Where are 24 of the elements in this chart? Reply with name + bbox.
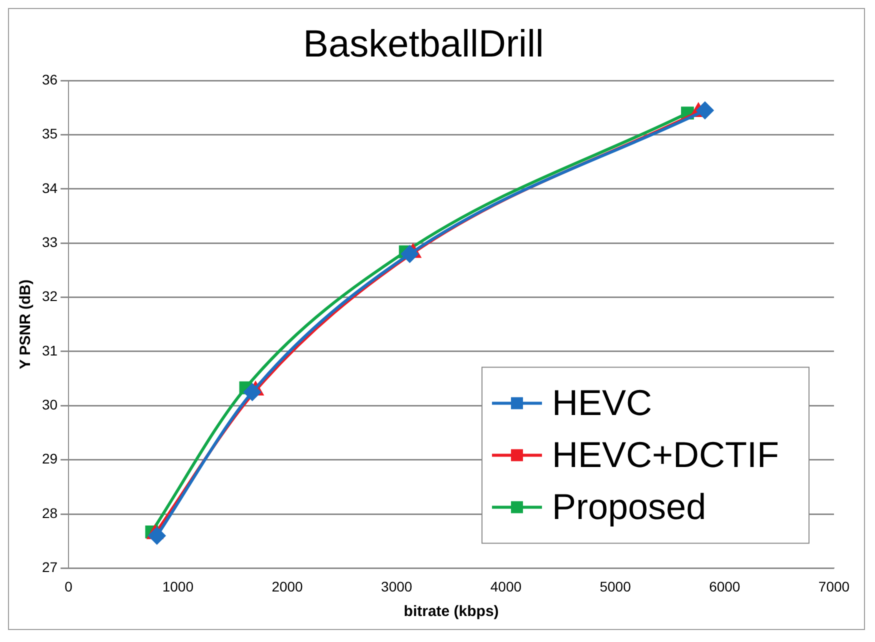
legend-label: HEVC+DCTIF	[552, 434, 780, 476]
y-tick-label: 29	[42, 450, 58, 467]
legend-label: HEVC	[552, 382, 652, 424]
y-tick-label: 32	[42, 288, 58, 304]
x-axis-title: bitrate (kbps)	[404, 603, 499, 620]
y-tick-label: 28	[42, 504, 58, 521]
y-axis-title: Y PSNR (dB)	[17, 280, 34, 370]
chart-title: BasketballDrill	[303, 23, 544, 66]
y-tick-label: 36	[42, 71, 58, 88]
y-tick-label: 35	[42, 126, 58, 142]
x-tick-label: 7000	[818, 578, 850, 594]
x-tick-label: 4000	[490, 578, 522, 594]
x-tick-label: 3000	[381, 578, 412, 594]
legend-label: Proposed	[552, 486, 706, 528]
y-tick-label: 33	[42, 234, 58, 250]
x-tick-label: 1000	[162, 578, 194, 594]
x-tick-label: 0	[64, 578, 73, 594]
y-tick-label: 27	[42, 559, 58, 576]
x-tick-label: 6000	[709, 578, 740, 594]
y-tick-label: 31	[42, 342, 58, 358]
y-tick-label: 30	[42, 396, 58, 413]
x-tick-label: 5000	[600, 578, 632, 594]
x-tick-label: 2000	[272, 578, 304, 594]
y-tick-label: 34	[42, 180, 58, 196]
